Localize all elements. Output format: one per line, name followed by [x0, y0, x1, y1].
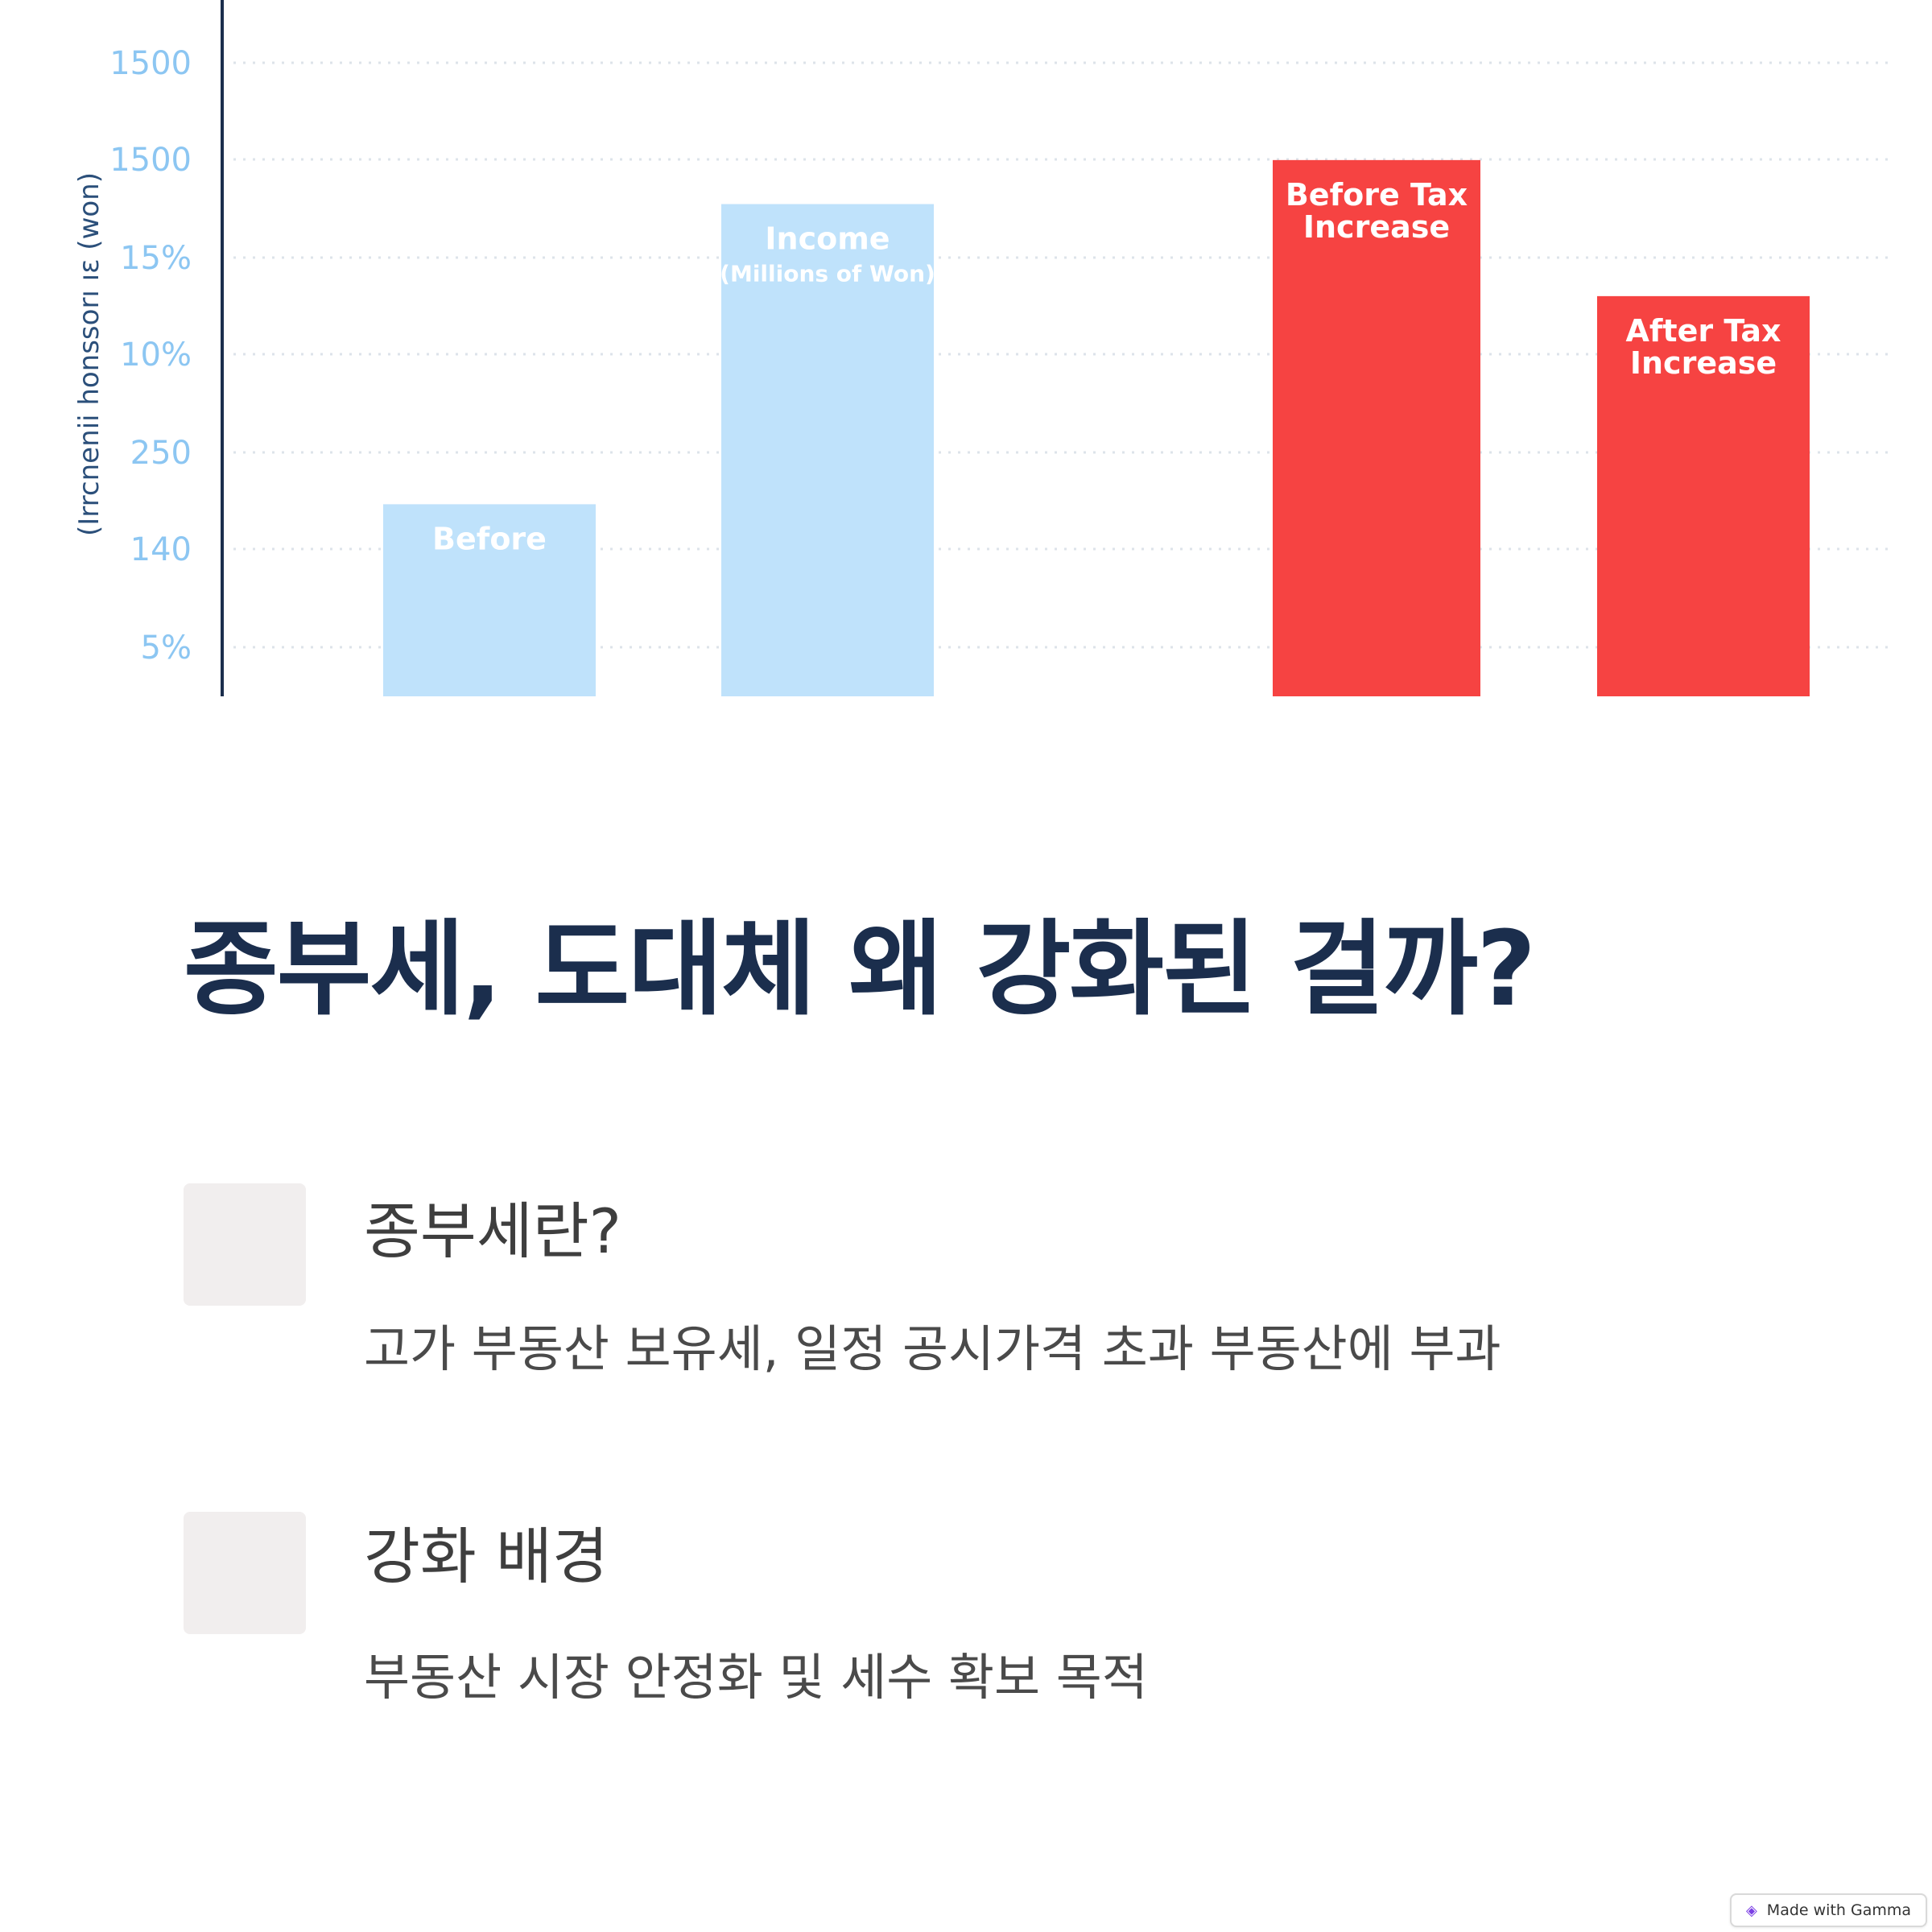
bar-label: Increase	[1303, 209, 1450, 245]
y-tick-label: 140	[130, 531, 192, 568]
made-with-gamma-badge[interactable]: ◈ Made with Gamma	[1729, 1893, 1927, 1927]
bar-label: Income	[765, 221, 890, 257]
badge-label: Made with Gamma	[1766, 1901, 1911, 1919]
feature-placeholder-icon	[184, 1183, 306, 1306]
bar	[721, 204, 934, 696]
y-axis-title: (Irrcnenii honssorı ıɛ (won)	[73, 172, 105, 536]
feature-title: 종부세란?	[364, 1195, 622, 1267]
feature-description: 고가 부동산 보유세, 일정 공시가격 초과 부동산에 부과	[364, 1319, 1501, 1378]
bar-chart-svg: 1500 1500 15% 10% 250 140 5% (Irrcnenii honssor…	[73, 0, 1893, 696]
gamma-logo-icon: ◈	[1745, 1901, 1757, 1919]
bar-chart: 1500 1500 15% 10% 250 140 5% (Irrcnenii honssor…	[0, 0, 1932, 700]
bar-label: (Millions of Won)	[720, 261, 935, 287]
feature-title: 강화 배경	[364, 1521, 609, 1592]
y-tick-label: 15%	[120, 240, 192, 277]
feature-placeholder-icon	[184, 1512, 306, 1634]
bar-label: Before Tax	[1286, 177, 1468, 213]
feature-description: 부동산 시장 안정화 및 세수 확보 목적	[364, 1648, 1148, 1707]
y-tick-label: 1500	[109, 142, 192, 179]
y-tick-label: 250	[130, 435, 192, 472]
bar-label: Increase	[1630, 345, 1777, 381]
bar-label: Before	[432, 521, 547, 556]
bar	[383, 504, 596, 696]
page-title: 종부세, 도대체 왜 강화된 걸까?	[184, 910, 1536, 1030]
y-tick-label: 5%	[141, 630, 192, 667]
bar-label: After Tax	[1625, 313, 1781, 349]
y-tick-label: 1500	[109, 45, 192, 82]
bar	[1273, 159, 1480, 696]
y-tick-label: 10%	[120, 336, 192, 374]
bar	[1597, 295, 1810, 696]
